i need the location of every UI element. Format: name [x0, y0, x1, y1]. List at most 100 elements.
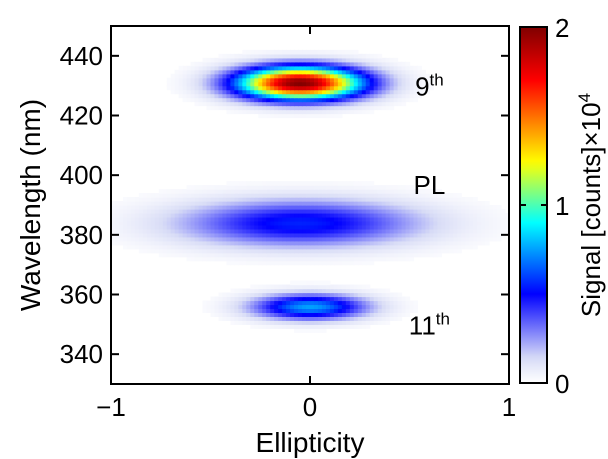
- heatmap-cell: [390, 249, 395, 254]
- heatmap-cell: [394, 304, 399, 309]
- heatmap-cell: [258, 221, 263, 226]
- heatmap-cell: [402, 62, 407, 67]
- heatmap-cell: [433, 225, 438, 230]
- heatmap-cell: [382, 253, 387, 258]
- heatmap-cell: [183, 70, 188, 75]
- heatmap-cell: [278, 237, 283, 242]
- heatmap-cell: [306, 316, 311, 321]
- heatmap-cell: [278, 70, 283, 75]
- heatmap-cell: [262, 237, 267, 242]
- heatmap-cell: [350, 62, 355, 67]
- heatmap-cell: [203, 189, 208, 194]
- heatmap-cell: [386, 94, 391, 99]
- heatmap-cell: [254, 221, 259, 226]
- heatmap-cell: [246, 229, 251, 234]
- heatmap-cell: [314, 181, 319, 186]
- heatmap-cell: [370, 106, 375, 111]
- heatmap-cell: [441, 221, 446, 226]
- heatmap-cell: [230, 74, 235, 79]
- heatmap-cell: [330, 296, 335, 301]
- heatmap-cell: [306, 217, 311, 222]
- heatmap-cell: [127, 229, 132, 234]
- heatmap-cell: [354, 308, 359, 313]
- heatmap-cell: [437, 241, 442, 246]
- heatmap-cell: [238, 205, 243, 210]
- heatmap-cell: [167, 86, 172, 91]
- heatmap-cell: [302, 98, 307, 103]
- heatmap-cell: [489, 229, 494, 234]
- heatmap-cell: [234, 249, 239, 254]
- heatmap-cell: [282, 285, 287, 290]
- heatmap-cell: [469, 221, 474, 226]
- heatmap-cell: [250, 233, 255, 238]
- heatmap-cell: [286, 82, 291, 87]
- heatmap-cell: [314, 257, 319, 262]
- heatmap-cell: [338, 221, 343, 226]
- heatmap-cell: [318, 102, 323, 107]
- heatmap-cell: [398, 241, 403, 246]
- y-tick-label: 420: [60, 101, 103, 131]
- heatmap-cell: [394, 296, 399, 301]
- heatmap-cell: [334, 185, 339, 190]
- heatmap-cell: [135, 201, 140, 206]
- heatmap-cell: [211, 106, 216, 111]
- heatmap-cell: [378, 320, 383, 325]
- heatmap-cell: [123, 217, 128, 222]
- heatmap-cell: [179, 66, 184, 71]
- heatmap-cell: [262, 217, 267, 222]
- heatmap-cell: [143, 201, 148, 206]
- heatmap-cell: [214, 66, 219, 71]
- heatmap-cell: [366, 62, 371, 67]
- heatmap-cell: [406, 201, 411, 206]
- heatmap-cell: [374, 78, 379, 83]
- heatmap-cell: [226, 189, 231, 194]
- heatmap-cell: [290, 213, 295, 218]
- heatmap-cell: [302, 225, 307, 230]
- heatmap-cell: [250, 293, 255, 298]
- heatmap-cell: [473, 205, 478, 210]
- heatmap-cell: [183, 233, 188, 238]
- heatmap-cell: [230, 201, 235, 206]
- heatmap-cell: [242, 74, 247, 79]
- heatmap-cell: [238, 70, 243, 75]
- heatmap-cell: [278, 90, 283, 95]
- heatmap-cell: [346, 289, 351, 294]
- heatmap-cell: [155, 201, 160, 206]
- heatmap-cell: [262, 70, 267, 75]
- heatmap-cell: [298, 66, 303, 71]
- heatmap-cell: [338, 217, 343, 222]
- heatmap-cell: [143, 241, 148, 246]
- heatmap-cell: [334, 82, 339, 87]
- heatmap-cell: [453, 241, 458, 246]
- heatmap-cell: [298, 181, 303, 186]
- heatmap-cell: [338, 106, 343, 111]
- heatmap-cell: [410, 66, 415, 71]
- heatmap-cell: [362, 102, 367, 107]
- heatmap-cell: [183, 82, 188, 87]
- heatmap-cell: [191, 66, 196, 71]
- heatmap-cell: [143, 209, 148, 214]
- heatmap-cell: [246, 209, 251, 214]
- heatmap-cell: [127, 209, 132, 214]
- heatmap-cell: [445, 249, 450, 254]
- heatmap-cell: [218, 189, 223, 194]
- heatmap-cell: [179, 233, 184, 238]
- heatmap-cell: [477, 229, 482, 234]
- heatmap-cell: [437, 205, 442, 210]
- heatmap-cell: [465, 197, 470, 202]
- heatmap-cell: [338, 300, 343, 305]
- heatmap-cell: [310, 225, 315, 230]
- heatmap-cell: [282, 86, 287, 91]
- heatmap-cell: [306, 98, 311, 103]
- heatmap-cell: [394, 82, 399, 87]
- heatmap-cell: [322, 86, 327, 91]
- heatmap-cell: [382, 221, 387, 226]
- heatmap-cell: [338, 308, 343, 313]
- heatmap-cell: [270, 193, 275, 198]
- heatmap-cell: [417, 253, 422, 258]
- heatmap-cell: [226, 78, 231, 83]
- heatmap-cell: [310, 50, 315, 55]
- heatmap-cell: [358, 285, 363, 290]
- heatmap-cell: [370, 249, 375, 254]
- heatmap-cell: [290, 261, 295, 266]
